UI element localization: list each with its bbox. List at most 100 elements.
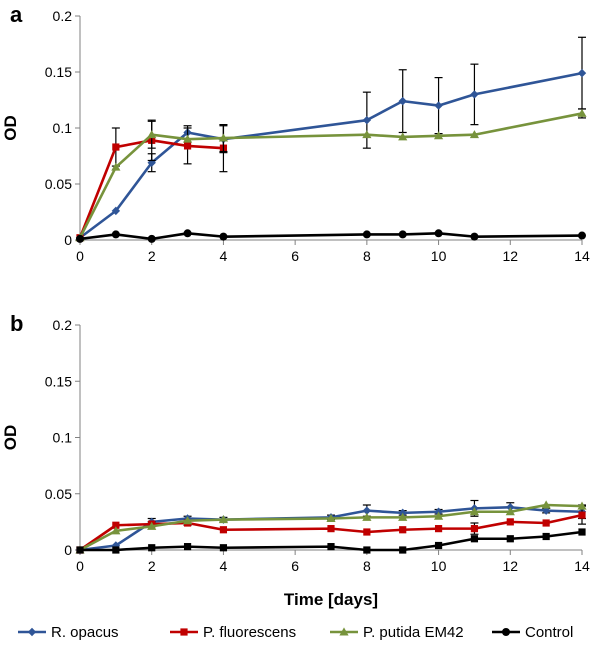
series-line [79, 71, 583, 239]
legend-item-r-opacus: R. opacus [18, 624, 119, 641]
data-point [362, 230, 371, 239]
legend-label: R. opacus [51, 624, 119, 641]
panel-b-x-tick-label: 12 [502, 558, 518, 574]
data-point [398, 230, 407, 239]
panel-a-y-tick-label: 0.1 [53, 120, 73, 136]
data-point [470, 90, 479, 99]
data-point [148, 544, 156, 552]
panel-b-x-tick-label: 0 [76, 558, 84, 574]
legend-swatch-marker [339, 627, 349, 636]
data-point [433, 131, 444, 140]
data-point [112, 521, 120, 529]
legend-swatch-marker [180, 628, 188, 636]
data-point [183, 229, 192, 238]
panel-a-x-tick-label: 10 [431, 248, 447, 264]
data-point [182, 516, 193, 525]
data-point [578, 511, 586, 519]
data-point [76, 546, 84, 554]
data-point [577, 108, 587, 117]
data-point [218, 515, 229, 524]
data-point [147, 234, 156, 243]
legend-label: P. putida EM42 [363, 624, 464, 641]
data-point [505, 507, 515, 516]
data-point [76, 234, 84, 243]
data-point [111, 526, 121, 535]
data-point [219, 232, 228, 241]
data-point [111, 162, 121, 171]
legend-label: P. fluorescens [203, 624, 296, 641]
data-point [147, 521, 157, 530]
panel-b-x-tick-label: 8 [363, 558, 371, 574]
panel-a: a 0 0.05 0.1 0.15 0.2 0 2 4 6 8 10 12 14 OD [1, 2, 590, 264]
panel-b-x-tick-label: 10 [431, 558, 447, 574]
data-point [182, 134, 193, 143]
data-point [327, 543, 335, 551]
data-point [541, 506, 551, 515]
data-point [434, 541, 443, 550]
panel-b-y-axis-title: OD [1, 425, 20, 451]
panel-a-series-p-putida-em42 [75, 108, 587, 242]
series-line [79, 231, 583, 241]
data-point [112, 546, 120, 554]
data-point [399, 526, 407, 534]
data-point [398, 512, 408, 521]
data-point [111, 206, 121, 216]
data-point [542, 532, 550, 541]
data-point [398, 132, 408, 141]
panel-b-x-tick-label: 4 [220, 558, 228, 574]
data-point [577, 68, 587, 78]
panel-a-y-tick-label: 0.2 [53, 8, 73, 24]
data-point [542, 519, 550, 527]
data-point [469, 507, 480, 516]
data-point [112, 143, 120, 151]
data-point [362, 130, 372, 139]
data-point [218, 133, 229, 142]
data-point [147, 130, 157, 139]
data-point [399, 546, 407, 554]
data-point [470, 232, 479, 241]
data-point [434, 101, 443, 110]
panel-b-x-tick-label: 6 [291, 558, 299, 574]
data-point [326, 513, 336, 522]
data-point [470, 535, 479, 543]
data-point [398, 96, 407, 106]
panel-a-x-tick-label: 4 [220, 248, 228, 264]
panel-b-x-tick-label: 2 [148, 558, 156, 574]
panel-b: b 0 0.05 0.1 0.15 0.2 0 2 4 6 8 10 12 14 OD Time [days] [1, 311, 590, 609]
panel-b-x-axis-title: Time [days] [284, 590, 378, 609]
data-point [434, 525, 443, 533]
panel-a-x-tick-label: 8 [363, 248, 371, 264]
data-point [362, 115, 372, 125]
legend-swatch-marker [27, 627, 37, 637]
data-point [506, 518, 514, 526]
panel-a-x-tick-label: 12 [502, 248, 518, 264]
data-point [578, 528, 586, 536]
panel-b-x-tick-label: 14 [574, 558, 590, 574]
data-point [541, 500, 551, 509]
data-point [470, 525, 479, 533]
panel-a-y-tick-label: 0.15 [45, 64, 72, 80]
panel-b-y-tick-label: 0.05 [45, 486, 72, 502]
panel-a-x-tick-label: 14 [574, 248, 590, 264]
data-point [183, 543, 192, 551]
series-line [78, 112, 583, 239]
panel-a-x-tick-label: 6 [291, 248, 299, 264]
panel-b-series-control [76, 528, 586, 554]
data-point [363, 546, 371, 554]
panel-b-letter: b [10, 311, 23, 336]
data-point [363, 528, 371, 536]
panel-a-letter: a [10, 2, 23, 27]
data-point [434, 229, 443, 238]
legend: R. opacus P. fluorescens P. putida EM42 Con… [18, 624, 573, 641]
data-point [577, 501, 587, 510]
legend-label: Control [525, 624, 573, 641]
panel-a-y-axis-title: OD [1, 115, 20, 141]
data-point [111, 230, 120, 239]
panel-b-y-tick-label: 0.1 [53, 430, 73, 446]
data-point [469, 130, 480, 139]
legend-swatch-marker [502, 628, 510, 636]
data-point [362, 506, 372, 515]
panel-b-y-tick-label: 0.15 [45, 373, 72, 389]
legend-item-p-putida-em42: P. putida EM42 [330, 624, 464, 641]
panel-a-x-tick-label: 2 [148, 248, 156, 264]
